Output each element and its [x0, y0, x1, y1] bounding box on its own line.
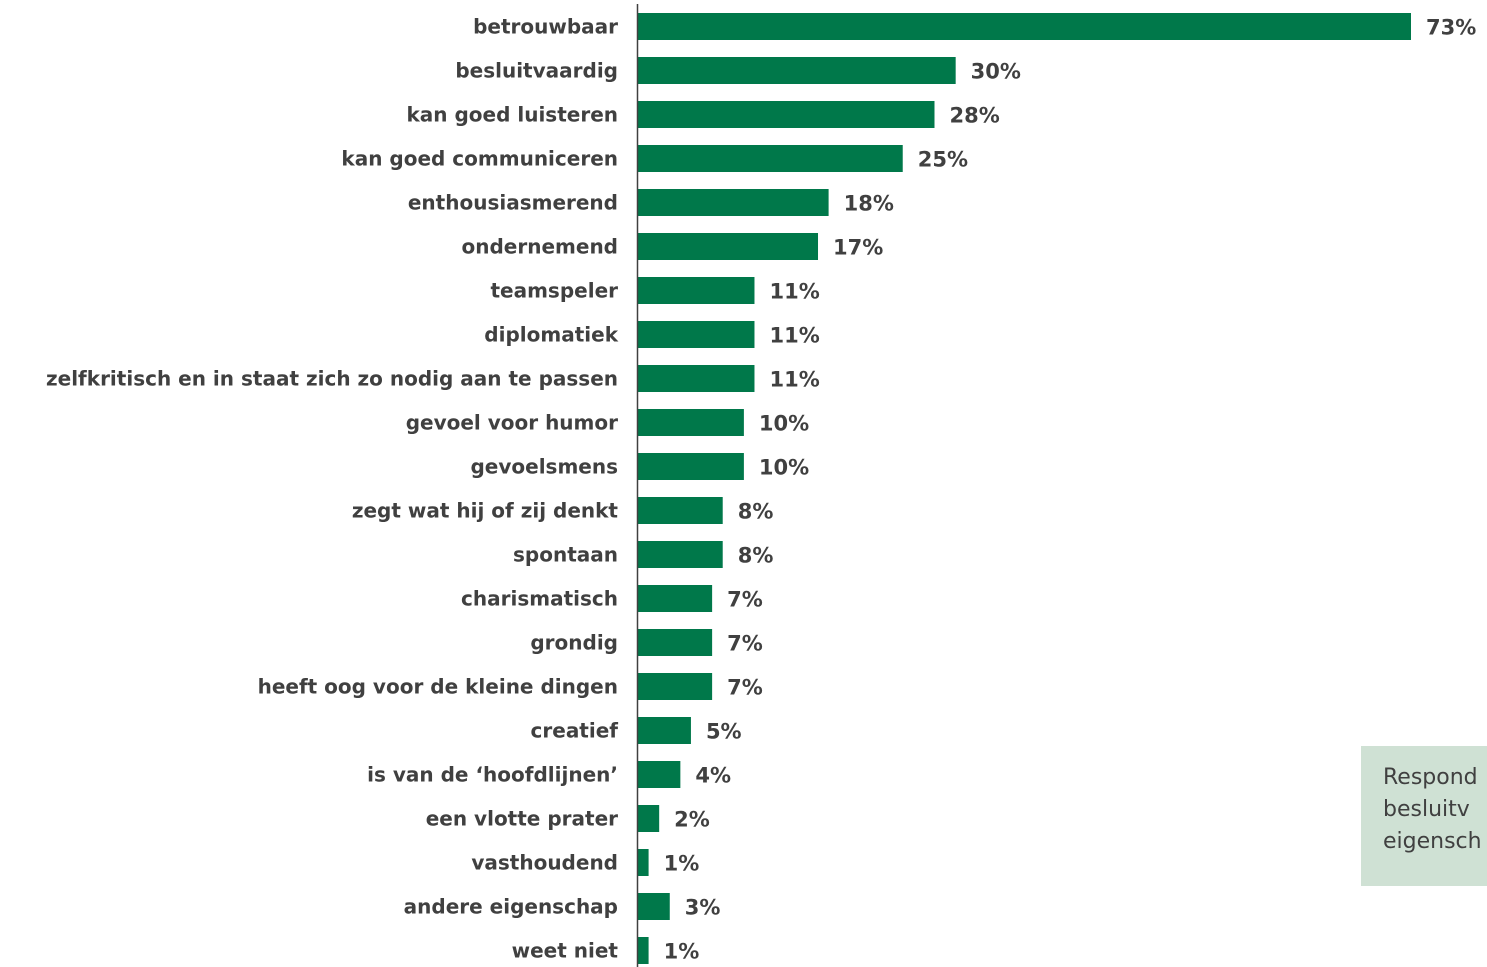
category-label: betrouwbaar — [473, 15, 618, 39]
note-line-3: eigensch — [1383, 829, 1482, 854]
category-label: vasthoudend — [471, 851, 618, 875]
category-label: besluitvaardig — [455, 59, 618, 83]
note-line-1: Respond — [1383, 765, 1478, 790]
value-label: 2% — [674, 808, 710, 832]
category-label: weet niet — [512, 939, 619, 963]
bar — [638, 321, 755, 348]
bar — [638, 145, 903, 172]
value-label: 7% — [727, 632, 763, 656]
value-label: 4% — [695, 764, 731, 788]
respondent-note-box: Respond besluitv eigensch — [1361, 746, 1487, 886]
bar — [638, 541, 723, 568]
category-label: creatief — [531, 719, 619, 743]
category-label: gevoel voor humor — [406, 411, 618, 435]
value-label: 17% — [833, 236, 883, 260]
bar — [638, 585, 713, 612]
category-label: enthousiasmerend — [408, 191, 618, 215]
bar — [638, 409, 744, 436]
category-label: heeft oog voor de kleine dingen — [258, 675, 618, 699]
value-label: 7% — [727, 676, 763, 700]
value-label: 8% — [738, 544, 774, 568]
value-label: 5% — [706, 720, 742, 744]
value-label: 11% — [769, 324, 819, 348]
value-label: 10% — [759, 412, 809, 436]
bar — [638, 13, 1411, 40]
value-label: 11% — [769, 280, 819, 304]
category-label: spontaan — [513, 543, 618, 567]
bar — [638, 805, 660, 832]
category-label: andere eigenschap — [404, 895, 618, 919]
bar — [638, 937, 649, 964]
category-label: charismatisch — [461, 587, 618, 611]
category-label: zegt wat hij of zij denkt — [352, 499, 619, 523]
note-line-2: besluitv — [1383, 797, 1470, 822]
bar — [638, 629, 713, 656]
bar — [638, 849, 649, 876]
category-labels-group: betrouwbaar besluitvaardig kan goed luiste… — [46, 15, 619, 963]
value-label: 73% — [1426, 16, 1476, 40]
bar — [638, 717, 691, 744]
value-label: 11% — [769, 368, 819, 392]
value-label: 28% — [949, 104, 999, 128]
bar — [638, 101, 935, 128]
value-label: 10% — [759, 456, 809, 480]
bar — [638, 497, 723, 524]
bar — [638, 189, 829, 216]
category-label: is van de ‘hoofdlijnen’ — [367, 763, 618, 787]
category-label: grondig — [530, 631, 618, 655]
bar — [638, 453, 744, 480]
bar — [638, 277, 755, 304]
category-label: ondernemend — [462, 235, 618, 259]
category-label: teamspeler — [490, 279, 618, 303]
category-label: kan goed communiceren — [341, 147, 618, 171]
category-label: een vlotte prater — [426, 807, 618, 831]
bar — [638, 761, 681, 788]
category-label: kan goed luisteren — [406, 103, 618, 127]
bar — [638, 893, 670, 920]
value-label: 30% — [971, 60, 1021, 84]
value-label: 7% — [727, 588, 763, 612]
category-label: diplomatiek — [484, 323, 618, 347]
category-label: gevoelsmens — [470, 455, 618, 479]
value-label: 3% — [685, 896, 721, 920]
bar — [638, 233, 819, 260]
value-label: 1% — [664, 940, 700, 964]
bar — [638, 365, 755, 392]
bar — [638, 57, 956, 84]
category-label: zelfkritisch en in staat zich zo nodig a… — [46, 367, 618, 391]
value-label: 8% — [738, 500, 774, 524]
value-label: 1% — [664, 852, 700, 876]
bar — [638, 673, 713, 700]
value-label: 25% — [918, 148, 968, 172]
value-labels-group: 73% 30% 28% 25% 18% 17% 11% 11% 11% 10% 10% 8% 8% 7% 7… — [664, 16, 1477, 964]
bars-group — [638, 13, 1411, 964]
value-label: 18% — [844, 192, 894, 216]
